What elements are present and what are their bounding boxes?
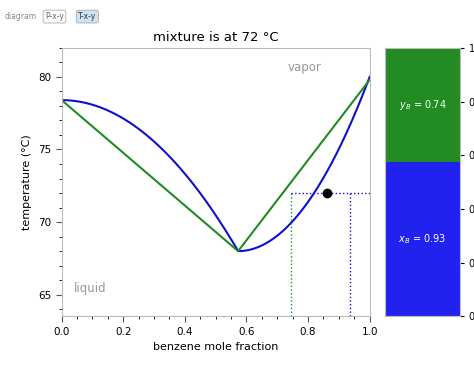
Text: vapor: vapor xyxy=(288,61,322,74)
Text: $x_B$ = 0.93: $x_B$ = 0.93 xyxy=(398,233,447,246)
Text: T-x-y: T-x-y xyxy=(78,12,97,21)
X-axis label: benzene mole fraction: benzene mole fraction xyxy=(153,343,278,353)
Text: $y_B$ = 0.74: $y_B$ = 0.74 xyxy=(399,98,446,112)
Text: diagram: diagram xyxy=(5,12,37,21)
Title: mixture is at 72 °C: mixture is at 72 °C xyxy=(153,31,278,44)
Bar xyxy=(385,48,460,162)
Y-axis label: temperature (°C): temperature (°C) xyxy=(22,134,32,230)
Text: P-x-y: P-x-y xyxy=(45,12,64,21)
Bar xyxy=(385,162,460,316)
Text: liquid: liquid xyxy=(74,282,107,295)
